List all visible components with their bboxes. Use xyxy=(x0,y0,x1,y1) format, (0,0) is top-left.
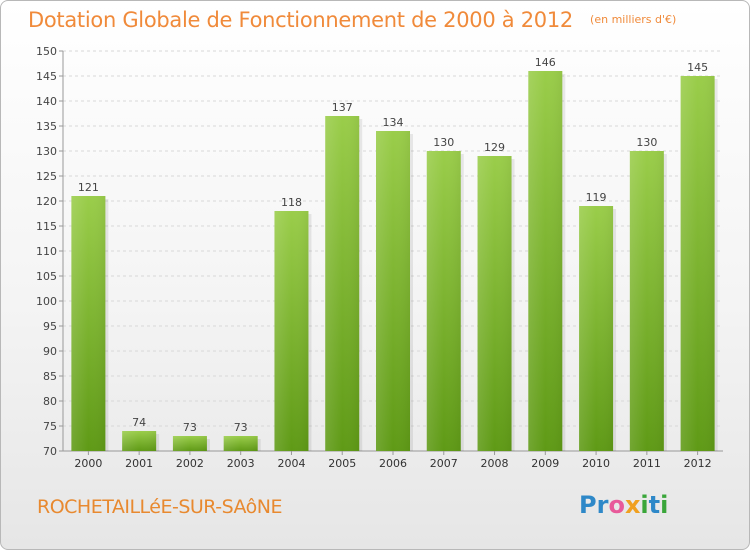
data-label: 118 xyxy=(281,196,302,209)
chart-title: Dotation Globale de Fonctionnement de 20… xyxy=(28,8,573,32)
x-tick-label: 2009 xyxy=(531,457,559,470)
data-label: 137 xyxy=(332,101,353,114)
bar-shine xyxy=(325,116,360,451)
x-tick-label: 2012 xyxy=(684,457,712,470)
logo-letter: o xyxy=(608,491,625,519)
logo-letter: i xyxy=(640,491,649,519)
logo-letter: x xyxy=(624,491,641,519)
y-tick-label: 135 xyxy=(36,120,57,133)
y-tick-label: 100 xyxy=(36,295,57,308)
bar-shine xyxy=(477,156,512,451)
data-label: 145 xyxy=(687,61,708,74)
y-tick-label: 130 xyxy=(36,145,57,158)
bar-shine xyxy=(680,76,715,451)
y-tick-label: 125 xyxy=(36,170,57,183)
data-label: 130 xyxy=(636,136,657,149)
logo-letter: r xyxy=(596,491,609,519)
bar-shine xyxy=(376,131,410,451)
x-tick-label: 2002 xyxy=(176,457,204,470)
data-label: 146 xyxy=(535,56,556,69)
y-tick-label: 110 xyxy=(36,245,57,258)
y-tick-label: 95 xyxy=(43,320,57,333)
y-tick-label: 90 xyxy=(43,345,57,358)
bar-shine xyxy=(629,151,664,451)
y-tick-label: 85 xyxy=(43,370,57,383)
x-tick-label: 2003 xyxy=(227,457,255,470)
y-tick-label: 80 xyxy=(43,395,57,408)
data-label: 130 xyxy=(433,136,454,149)
x-tick-label: 2007 xyxy=(430,457,458,470)
data-label: 73 xyxy=(234,421,248,434)
logo-letter: i xyxy=(660,491,669,519)
y-tick-label: 115 xyxy=(36,220,57,233)
x-tick-label: 2001 xyxy=(125,457,153,470)
y-tick-label: 150 xyxy=(36,45,57,58)
data-label: 119 xyxy=(586,191,607,204)
y-tick-label: 105 xyxy=(36,270,57,283)
place-name: ROCHETAILLéE-SUR-SAôNE xyxy=(37,496,283,518)
proxiti-logo: Proxiti xyxy=(579,491,668,519)
x-tick-label: 2004 xyxy=(277,457,305,470)
chart-title-block: Dotation Globale de Fonctionnement de 20… xyxy=(28,8,676,32)
y-tick-label: 70 xyxy=(43,445,57,458)
y-tick-label: 120 xyxy=(36,195,57,208)
x-tick-label: 2010 xyxy=(582,457,610,470)
data-label: 121 xyxy=(78,181,99,194)
x-tick-label: 2006 xyxy=(379,457,407,470)
data-label: 73 xyxy=(183,421,197,434)
bar-shine xyxy=(274,211,309,451)
bar-shine xyxy=(426,151,461,451)
data-label: 74 xyxy=(132,416,146,429)
y-tick-label: 75 xyxy=(43,420,57,433)
x-tick-label: 2005 xyxy=(328,457,356,470)
logo-letter: t xyxy=(648,491,661,519)
chart-subtitle: (en milliers d'€) xyxy=(590,13,677,26)
data-label: 134 xyxy=(383,116,404,129)
x-tick-label: 2000 xyxy=(74,457,102,470)
y-tick-label: 145 xyxy=(36,70,57,83)
bar-shine xyxy=(172,436,207,451)
bar-shine xyxy=(122,431,157,451)
bar-shine xyxy=(71,196,106,451)
bar-shine xyxy=(528,71,563,451)
logo-letter: P xyxy=(579,491,597,519)
data-label: 129 xyxy=(484,141,505,154)
y-tick-label: 140 xyxy=(36,95,57,108)
bar-shine xyxy=(579,206,614,451)
x-tick-label: 2011 xyxy=(633,457,661,470)
bar-shine xyxy=(223,436,258,451)
x-tick-label: 2008 xyxy=(481,457,509,470)
